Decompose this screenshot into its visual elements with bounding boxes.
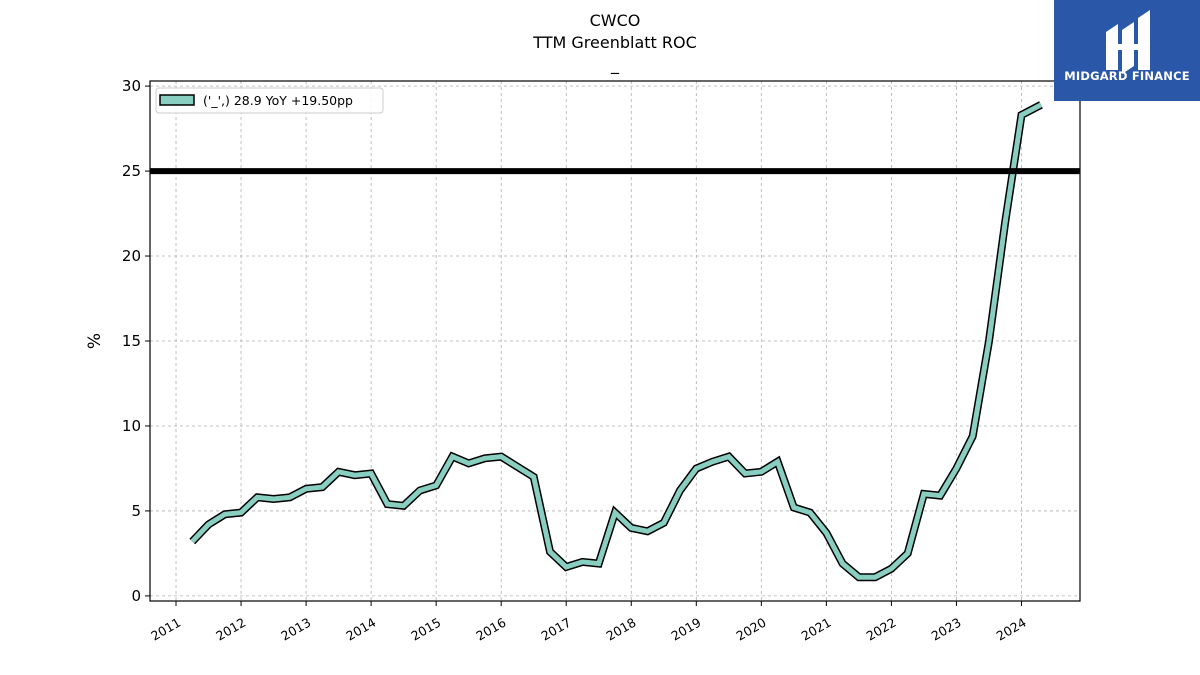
y-tick-label: 20 [122, 247, 141, 265]
y-tick-label: 15 [122, 332, 141, 350]
chart-ticker-title: CWCO [589, 11, 641, 30]
chart-metric-title: TTM Greenblatt ROC [533, 33, 697, 52]
chart-subtitle: _ [611, 55, 619, 74]
y-tick-label: 25 [122, 162, 141, 180]
x-tick-label: 2019 [669, 615, 704, 644]
y-tick-label: 10 [122, 417, 141, 435]
logo-wordmark: MIDGARD FINANCE [1064, 69, 1190, 83]
legend-label: ('_',) 28.9 YoY +19.50pp [203, 93, 353, 108]
x-tick-label: 2021 [799, 615, 834, 644]
x-tick-label: 2016 [473, 615, 508, 644]
plot-frame [149, 80, 1081, 602]
logo-mark-icon [1106, 10, 1150, 74]
x-tick-label: 2014 [343, 615, 378, 644]
x-tick-label: 2015 [408, 615, 443, 644]
legend-box [155, 87, 384, 114]
series-line [190, 102, 1043, 580]
x-tick-label: 2012 [213, 615, 248, 644]
x-tick-label: 2018 [603, 615, 638, 644]
x-tick-label: 2013 [278, 615, 313, 644]
legend-swatch [159, 94, 195, 106]
x-tick-label: 2020 [734, 615, 769, 644]
y-tick-label: 5 [131, 502, 141, 520]
x-tick-label: 2022 [864, 615, 899, 644]
y-tick-label: 30 [122, 77, 141, 95]
y-tick-label: 0 [131, 587, 141, 605]
x-tick-label: 2011 [148, 615, 183, 644]
brand-logo: MIDGARD FINANCE [1054, 0, 1200, 101]
x-tick-label: 2024 [994, 615, 1029, 644]
legend: ('_',) 28.9 YoY +19.50pp [155, 87, 384, 114]
x-tick-label: 2017 [538, 615, 573, 644]
x-tick-label: 2023 [929, 615, 964, 644]
y-axis-label: % [85, 333, 105, 349]
